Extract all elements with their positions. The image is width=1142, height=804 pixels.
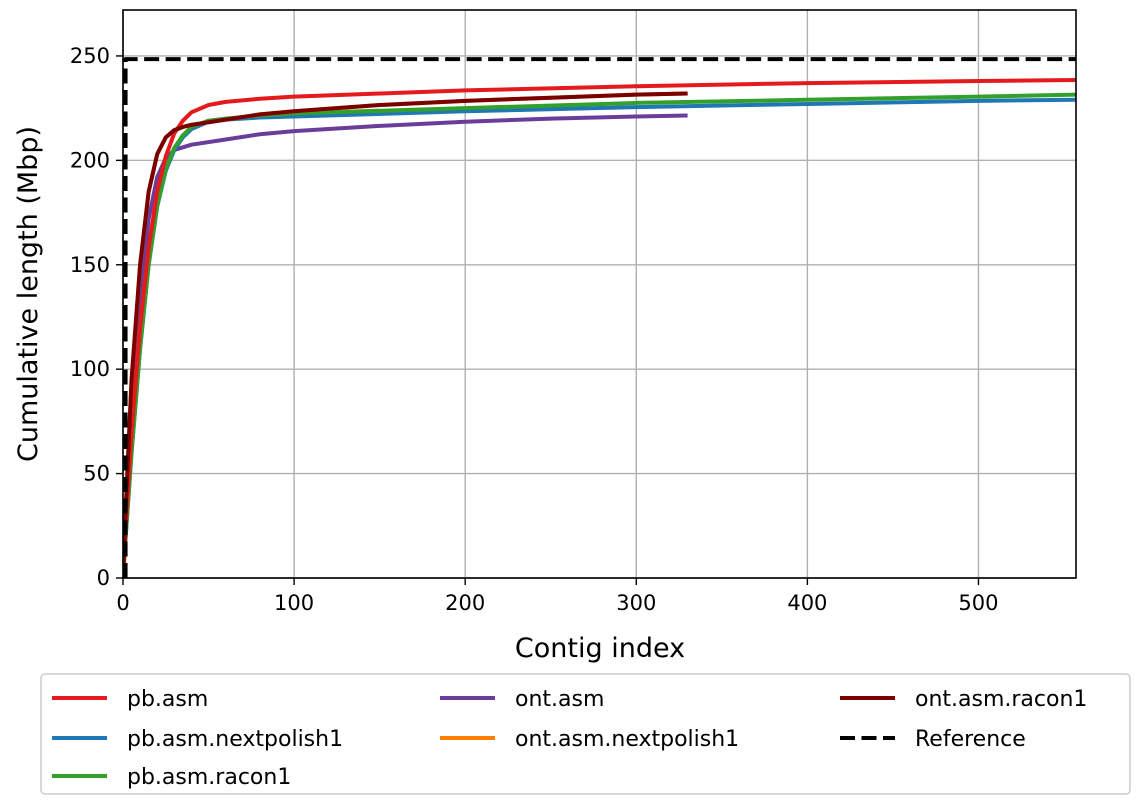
series-line-pb-asm [123, 77, 1076, 578]
legend-label: ont.asm.nextpolish1 [515, 727, 739, 752]
plot-frame [122, 9, 1077, 579]
series-layer [123, 57, 1076, 578]
x-tick-label: 500 [958, 591, 998, 615]
y-tick-label: 100 [70, 357, 110, 381]
legend-label: pb.asm.nextpolish1 [127, 727, 343, 752]
x-tick-label: 100 [274, 591, 314, 615]
legend-label: pb.asm.racon1 [127, 765, 291, 790]
series-line-ont-asm [123, 113, 688, 578]
legend-label: pb.asm [127, 687, 208, 712]
x-tick-label: 200 [445, 591, 485, 615]
x-tick-label: 400 [787, 591, 827, 615]
series-line-Reference [123, 57, 1076, 578]
y-tick-label: 200 [70, 148, 110, 172]
y-tick-label: 0 [97, 566, 110, 590]
y-axis: 0 50 100 150 200 250 [70, 44, 123, 590]
x-tick-label: 300 [616, 591, 656, 615]
legend-frame [40, 673, 1131, 795]
x-axis: 0 100 200 300 400 500 [116, 578, 999, 615]
y-tick-label: 150 [70, 253, 110, 277]
legend: pb.asm ont.asm ont.asm.racon1 pb.asm.nextpo… [40, 673, 1131, 795]
series-line-ont-asm-racon1 [123, 91, 688, 578]
legend-label: ont.asm [515, 687, 604, 712]
y-tick-label: 50 [83, 462, 110, 486]
legend-label: Reference [915, 727, 1026, 752]
x-tick-label: 0 [116, 591, 129, 615]
x-axis-label: Contig index [515, 633, 685, 664]
plot-area [122, 9, 1077, 579]
legend-label: ont.asm.racon1 [915, 687, 1087, 712]
y-axis-label: Cumulative length (Mbp) [13, 126, 44, 462]
y-tick-label: 250 [70, 44, 110, 68]
